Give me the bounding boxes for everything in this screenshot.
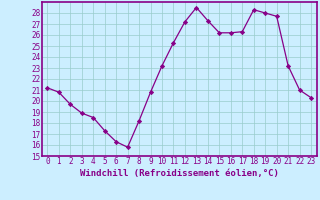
X-axis label: Windchill (Refroidissement éolien,°C): Windchill (Refroidissement éolien,°C): [80, 169, 279, 178]
